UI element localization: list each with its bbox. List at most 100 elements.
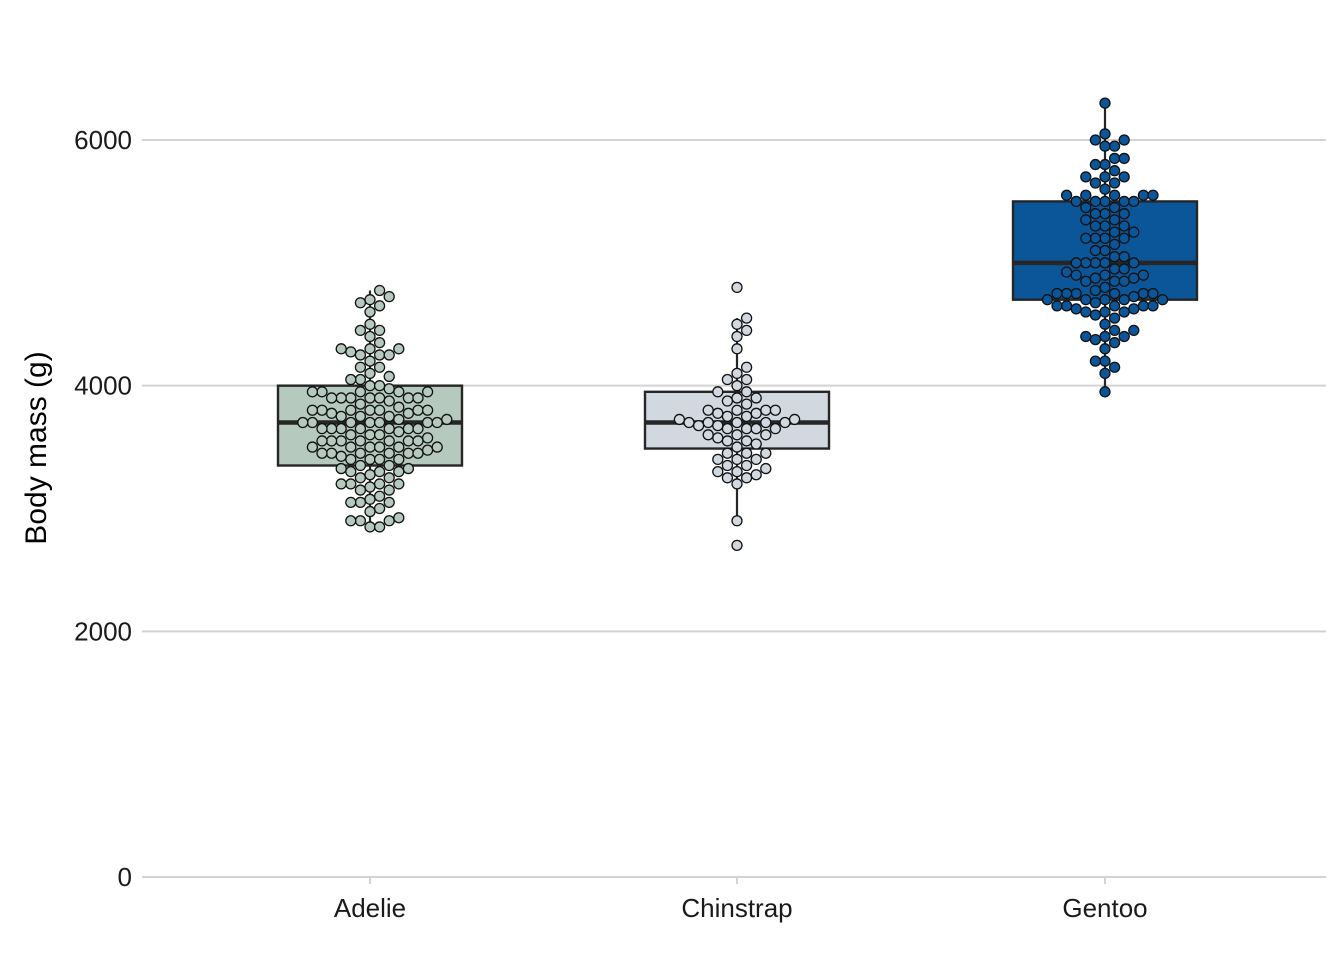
data-point: [345, 404, 357, 416]
data-point: [731, 392, 743, 404]
data-point: [373, 349, 386, 361]
data-point: [731, 429, 743, 441]
data-point: [354, 398, 367, 410]
data-point: [364, 404, 376, 416]
data-point: [1128, 195, 1140, 208]
data-point: [721, 435, 734, 447]
data-point: [1089, 297, 1102, 309]
data-point: [354, 459, 367, 472]
data-point: [1089, 309, 1102, 321]
data-point: [402, 462, 415, 475]
data-point: [1118, 134, 1130, 146]
x-tick-label: Gentoo: [1062, 893, 1147, 923]
data-point: [1108, 152, 1121, 165]
data-point: [354, 361, 367, 373]
data-point: [364, 416, 376, 429]
data-point: [1118, 251, 1130, 263]
data-point: [1070, 195, 1082, 208]
data-point: [1118, 232, 1130, 244]
data-point: [393, 386, 405, 398]
data-point: [712, 432, 724, 444]
data-point: [712, 465, 724, 478]
data-point: [364, 294, 376, 306]
data-point: [1137, 189, 1150, 201]
data-point: [354, 515, 367, 527]
data-point: [1108, 263, 1121, 275]
data-point: [345, 429, 357, 441]
data-point: [412, 435, 424, 447]
data-point: [345, 346, 357, 358]
data-point: [364, 493, 376, 505]
data-point: [740, 361, 753, 373]
data-point: [1128, 324, 1140, 337]
data-point: [740, 472, 753, 484]
data-point: [1080, 201, 1092, 214]
data-point: [779, 416, 791, 429]
data-point: [345, 416, 357, 429]
data-point: [1118, 171, 1130, 183]
data-point: [721, 373, 734, 386]
data-point: [421, 432, 434, 444]
data-point: [354, 349, 367, 361]
data-point: [760, 447, 772, 459]
data-point: [306, 441, 319, 453]
data-point: [740, 423, 753, 435]
data-point: [345, 478, 357, 490]
data-point: [1099, 269, 1111, 281]
data-point: [345, 392, 357, 404]
data-point: [721, 459, 734, 472]
data-point: [335, 435, 347, 447]
data-point: [421, 404, 434, 416]
data-point: [1118, 275, 1130, 287]
data-point: [1089, 177, 1102, 189]
data-point: [335, 450, 347, 462]
data-point: [354, 373, 367, 386]
data-point: [1137, 287, 1150, 300]
data-point: [345, 453, 357, 466]
data-point: [1070, 287, 1082, 300]
data-point: [731, 453, 743, 466]
data-point: [412, 404, 424, 416]
data-point: [1118, 330, 1130, 343]
data-point: [354, 496, 367, 509]
data-point: [373, 521, 386, 533]
data-point: [1099, 343, 1111, 355]
data-point: [402, 447, 415, 459]
data-point: [431, 441, 443, 453]
data-point: [1108, 361, 1121, 373]
data-point: [740, 447, 753, 459]
data-point: [383, 410, 395, 423]
data-point: [364, 306, 376, 318]
data-point: [1080, 171, 1092, 183]
data-point: [721, 395, 734, 407]
data-point: [731, 318, 743, 330]
data-point: [721, 423, 734, 435]
data-point: [731, 441, 743, 453]
data-point: [1118, 263, 1130, 275]
data-point: [345, 496, 357, 509]
data-point: [373, 453, 386, 466]
data-point: [364, 367, 376, 380]
data-point: [1137, 269, 1150, 281]
point-layer: [297, 97, 1169, 551]
data-point: [373, 478, 386, 490]
data-point: [1099, 140, 1111, 152]
data-point: [354, 410, 367, 423]
data-point: [1118, 306, 1130, 318]
data-point: [364, 521, 376, 533]
data-point: [345, 373, 357, 386]
data-point: [393, 343, 405, 355]
data-point: [1060, 266, 1073, 278]
data-point: [335, 392, 347, 404]
data-point: [1099, 355, 1111, 367]
data-point: [354, 386, 367, 398]
data-point: [1128, 303, 1140, 315]
data-point: [1070, 269, 1082, 281]
data-point: [306, 404, 319, 416]
data-point: [750, 392, 762, 404]
data-point: [1080, 232, 1092, 244]
data-point: [740, 459, 753, 472]
data-point: [1089, 208, 1102, 220]
data-point: [1089, 158, 1102, 171]
